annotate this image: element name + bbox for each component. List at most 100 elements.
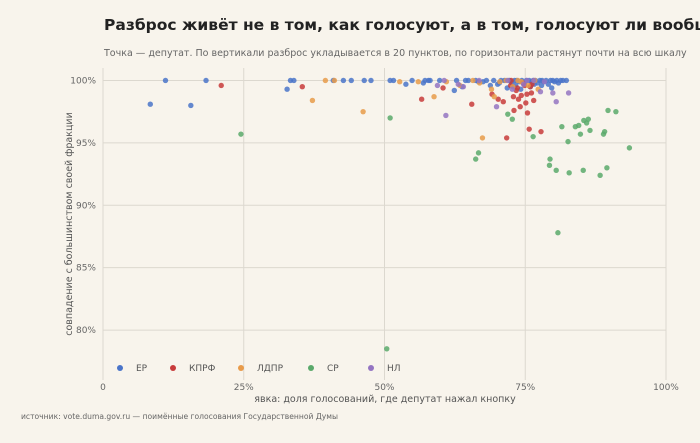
data-point: [538, 128, 544, 135]
data-point: [188, 102, 194, 109]
x-tick-label: 100%: [653, 383, 679, 393]
legend-marker: [368, 365, 374, 371]
data-point: [510, 94, 517, 100]
legend-marker: [238, 365, 244, 371]
data-point: [509, 116, 516, 122]
data-point: [565, 138, 571, 145]
data-point: [524, 110, 531, 116]
data-point: [524, 91, 530, 97]
data-point: [520, 81, 527, 87]
legend-label: НЛ: [387, 364, 401, 374]
data-point: [526, 126, 532, 132]
data-point: [585, 116, 592, 122]
data-point: [580, 167, 586, 174]
y-tick-label: 100%: [70, 76, 96, 86]
legend: ЕР КПРФ ЛДПР СР НЛ: [117, 364, 401, 374]
data-point: [403, 81, 409, 87]
data-point: [434, 82, 441, 89]
data-point: [284, 86, 290, 92]
data-point: [613, 108, 619, 115]
data-point: [530, 97, 537, 104]
data-point: [322, 77, 329, 84]
data-point: [415, 79, 421, 85]
y-tick-label: 95%: [76, 139, 96, 149]
data-points: [147, 77, 633, 352]
data-point: [491, 94, 497, 100]
data-point: [553, 167, 559, 174]
data-point: [563, 77, 570, 84]
data-point: [547, 156, 553, 162]
data-point: [493, 103, 500, 110]
data-point: [443, 112, 449, 119]
data-point: [291, 77, 297, 84]
data-point: [460, 84, 467, 90]
data-point: [203, 77, 209, 84]
data-point: [368, 77, 374, 84]
data-point: [626, 145, 633, 151]
data-point: [518, 92, 525, 99]
x-tick-label: 25%: [234, 383, 254, 393]
data-point: [491, 77, 497, 84]
source-note: источник: vote.duma.gov.ru — поимённые г…: [21, 412, 338, 421]
x-axis-label: явка: доля голосований, где депутат нажа…: [254, 394, 516, 405]
chart-title: Разброс живёт не в том, как голосуют, а …: [104, 16, 700, 34]
data-point: [509, 86, 516, 92]
data-point: [299, 84, 306, 90]
x-tick-label: 50%: [374, 383, 394, 393]
data-point: [218, 82, 224, 89]
data-point: [515, 96, 522, 102]
legend-marker: [117, 365, 123, 371]
grid-lines: [102, 68, 667, 380]
data-point: [503, 135, 510, 141]
data-point: [577, 131, 584, 137]
series-СР: [238, 107, 633, 352]
data-point: [601, 128, 608, 135]
data-point: [431, 94, 437, 100]
data-point: [500, 98, 506, 105]
data-point: [469, 101, 475, 107]
data-point: [546, 162, 553, 169]
series-НЛ: [434, 77, 572, 119]
data-point: [476, 77, 482, 84]
legend-marker: [170, 365, 176, 371]
data-point: [440, 85, 446, 91]
data-point: [587, 127, 593, 134]
data-point: [511, 107, 517, 114]
data-point: [495, 96, 501, 102]
data-point: [441, 77, 447, 84]
data-point: [384, 346, 390, 352]
data-point: [390, 77, 397, 84]
y-tick-label: 85%: [76, 264, 96, 274]
data-point: [576, 122, 582, 129]
data-point: [505, 77, 511, 84]
y-axis-label: совпадение с большинством своей фракции: [64, 112, 75, 336]
x-tick-label: 75%: [515, 383, 535, 393]
data-point: [475, 150, 482, 156]
data-point: [538, 82, 545, 89]
data-point: [604, 165, 610, 171]
data-point: [525, 82, 531, 89]
data-point: [488, 86, 495, 92]
data-point: [530, 133, 536, 140]
data-point: [559, 123, 565, 130]
data-point: [162, 77, 169, 84]
legend-label: ЕР: [136, 364, 148, 374]
data-point: [360, 108, 366, 115]
legend-label: ЛДПР: [257, 364, 284, 374]
chart-subtitle: Точка — депутат. По вертикали разброс ук…: [104, 48, 687, 59]
data-point: [436, 77, 443, 84]
legend-label: КПРФ: [189, 364, 216, 374]
y-tick-label: 80%: [76, 326, 96, 336]
data-point: [147, 101, 153, 107]
data-point: [309, 97, 316, 104]
series-КПРФ: [218, 77, 544, 141]
data-point: [565, 90, 572, 96]
x-tick-label: 0: [100, 383, 106, 393]
data-point: [483, 77, 490, 84]
data-point: [514, 85, 521, 91]
data-point: [523, 100, 529, 106]
data-point: [470, 77, 476, 84]
data-point: [528, 90, 535, 96]
data-point: [465, 77, 472, 84]
